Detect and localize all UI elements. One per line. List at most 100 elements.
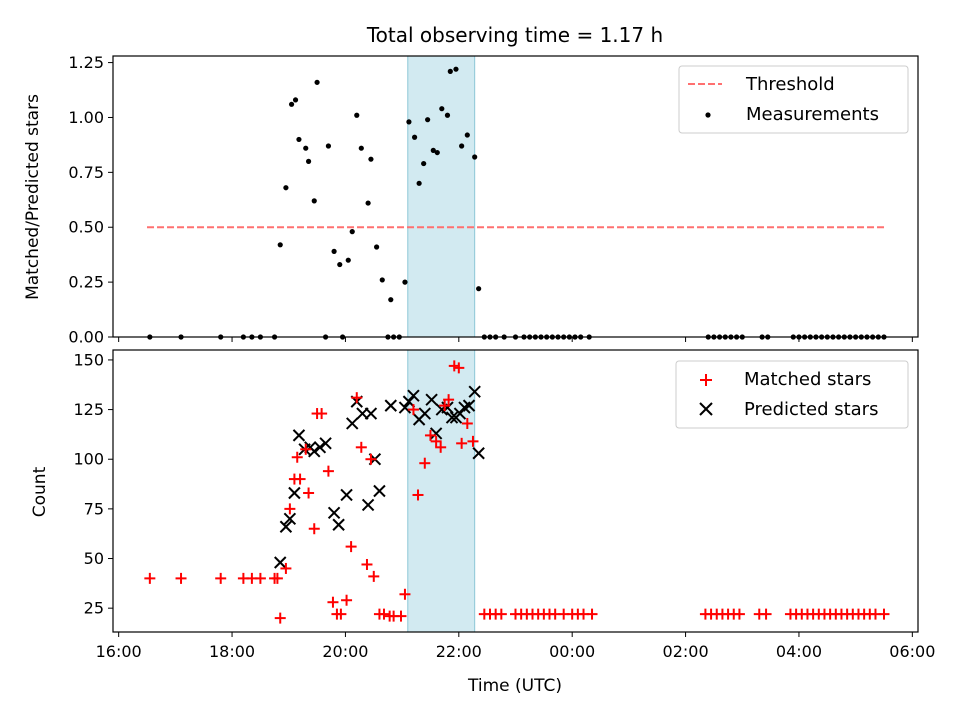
predicted-star-point: [313, 441, 327, 454]
measurement-point: [325, 143, 332, 149]
measurement-point: [447, 68, 453, 74]
matched-star-point: [345, 541, 357, 553]
matched-star-point: [280, 562, 292, 574]
y-tick-label: 100: [73, 450, 104, 469]
matched-star-point: [760, 608, 772, 620]
matched-star-point: [300, 443, 312, 455]
measurement-point: [292, 97, 299, 103]
measurement-point: [374, 244, 380, 250]
predicted-star-point: [292, 429, 306, 442]
matched-star-point: [412, 489, 424, 501]
measurement-point: [406, 119, 412, 125]
predicted-star-point: [398, 401, 412, 414]
measurement-point: [439, 106, 445, 112]
predicted-star-point: [425, 393, 438, 406]
predicted-star-point: [418, 407, 432, 420]
axes-frame: [112, 55, 919, 338]
y-tick-label: 0.75: [68, 163, 104, 182]
y-tick-label: 150: [73, 350, 104, 369]
matched-star-point: [461, 417, 473, 429]
predicted-star-point: [308, 445, 321, 458]
predicted-legend-label: Predicted stars: [744, 399, 878, 420]
matched-star-point: [419, 457, 431, 469]
measurement-point: [337, 261, 343, 268]
top-legend: Threshold Measurements: [678, 65, 909, 134]
matched-star-point: [284, 503, 296, 515]
predicted-star-point: [327, 506, 341, 520]
measurement-point: [368, 156, 374, 162]
measurement-point: [416, 180, 422, 186]
matched-star-point: [439, 400, 451, 412]
measurement-point: [421, 160, 427, 167]
measurement-point: [459, 143, 465, 149]
matched-legend-swatch: [700, 374, 712, 386]
measurement-point: [411, 134, 418, 140]
bottom-legend-box: [675, 360, 909, 429]
threshold-legend-label: Threshold: [745, 74, 835, 95]
measurement-point: [464, 132, 470, 138]
y-tick-label: 75: [84, 499, 104, 518]
measurement-point: [296, 136, 302, 143]
predicted-star-point: [283, 512, 297, 526]
matched-star-point: [395, 610, 407, 622]
measurement-point: [388, 297, 394, 303]
matched-star-point: [435, 441, 447, 453]
measurement-point: [425, 117, 431, 123]
matched-star-point: [316, 408, 328, 420]
predicted-star-point: [319, 437, 332, 450]
y-tick-label: 0.50: [68, 218, 104, 237]
matched-star-point: [407, 404, 419, 416]
predicted-star-point: [445, 411, 459, 424]
measurement-point: [303, 145, 309, 151]
x-tick-label: 04:00: [776, 642, 822, 661]
y-tick-label: 125: [73, 400, 104, 419]
predicted-stars-series: [274, 385, 485, 569]
matched-star-point: [303, 487, 315, 499]
measurements-legend-swatch: [705, 112, 711, 118]
y-tick-label: 1.00: [68, 108, 104, 127]
bottom-axes: 25 50 75 100 125 150 16:00 18:00 20:00 22:00 00:00…: [73, 349, 935, 661]
measurement-point: [345, 257, 351, 263]
measurement-point: [472, 154, 478, 160]
measurement-point: [365, 200, 371, 206]
predicted-star-point: [468, 385, 481, 398]
matched-star-point: [453, 362, 465, 374]
matched-stars-series: [144, 360, 890, 624]
top-panel: 0.00 0.25 0.50 0.75 1.00 1.25 Matched/Predict…: [23, 53, 919, 347]
x-tick-label: 06:00: [889, 642, 935, 661]
top-legend-box: [678, 65, 909, 134]
measurement-point: [358, 145, 364, 151]
measurement-point: [379, 277, 385, 283]
y-tick-label: 0.00: [68, 328, 104, 347]
matched-star-point: [368, 570, 380, 582]
x-tick-label: 20:00: [322, 642, 368, 661]
matched-star-point: [291, 451, 303, 463]
x-tick-label: 00:00: [549, 642, 595, 661]
y-tick-label: 1.25: [68, 53, 104, 72]
matched-star-point: [355, 441, 367, 453]
matched-star-point: [254, 572, 266, 584]
measurement-point: [354, 112, 360, 118]
measurement-point: [402, 279, 408, 285]
top-highlight-span: [407, 55, 476, 338]
matched-star-point: [733, 608, 745, 620]
matched-star-point: [467, 435, 479, 447]
matched-star-point: [399, 588, 411, 600]
matched-star-point: [335, 608, 347, 620]
predicted-star-point: [332, 518, 345, 531]
matched-star-point: [308, 523, 320, 535]
axes-frame: [112, 349, 919, 633]
x-axis-label: Time (UTC): [467, 676, 562, 696]
y-tick-label: 0.25: [68, 273, 104, 292]
matched-star-point: [215, 572, 227, 584]
matched-star-point: [144, 572, 156, 584]
measurement-point: [444, 112, 451, 118]
matched-star-point: [271, 572, 283, 584]
matched-star-point: [322, 465, 334, 477]
predicted-star-point: [346, 417, 359, 430]
x-tick-label: 18:00: [209, 642, 255, 661]
top-axes: 0.00 0.25 0.50 0.75 1.00 1.25: [68, 53, 919, 347]
predicted-star-point: [340, 488, 353, 502]
predicted-star-point: [364, 407, 378, 420]
